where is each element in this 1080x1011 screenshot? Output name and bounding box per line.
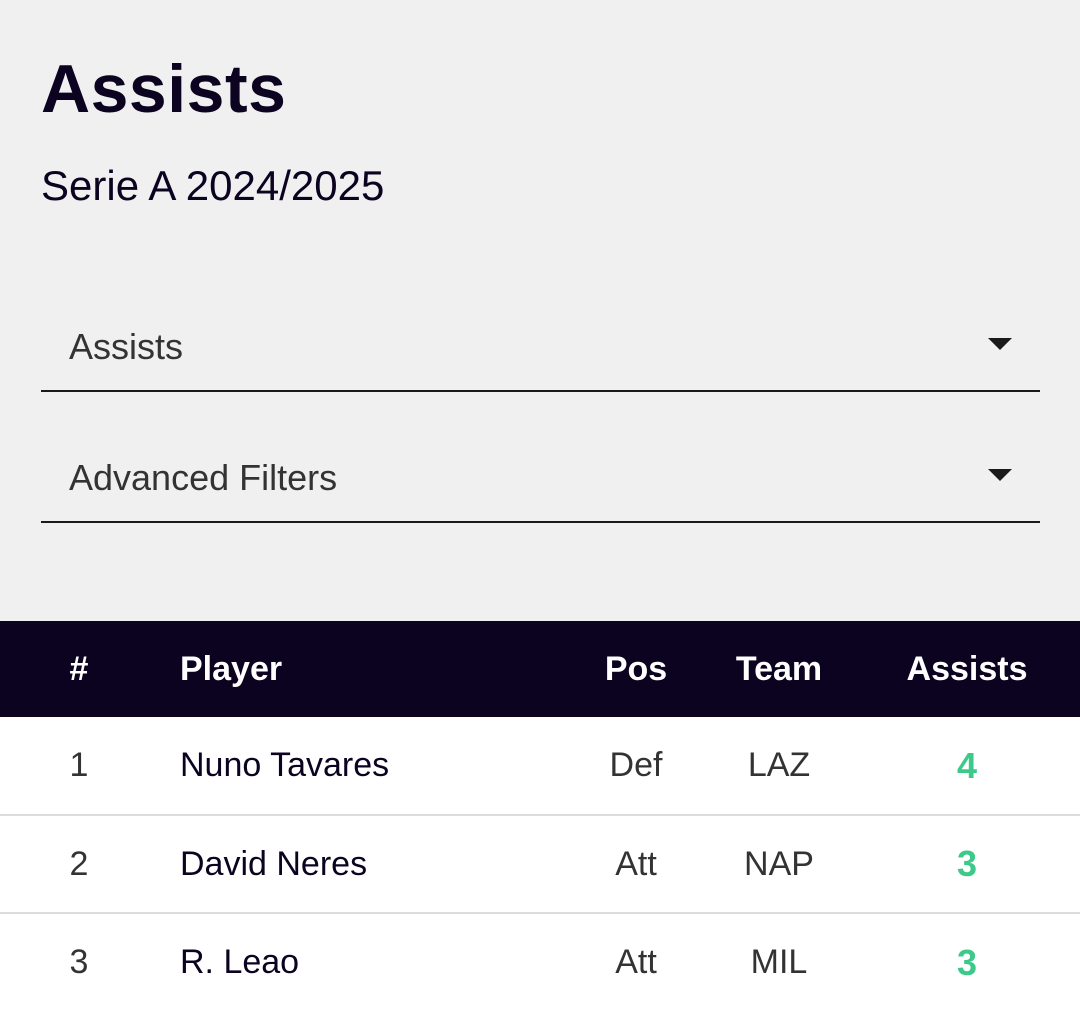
table-row[interactable]: 3 R. Leao Att MIL 3: [0, 913, 1080, 1011]
stat-type-select-label: Assists: [69, 326, 184, 367]
column-header-assists[interactable]: Assists: [906, 649, 1028, 688]
assists-value-cell: 3: [956, 941, 978, 983]
column-header-position[interactable]: Pos: [604, 649, 668, 688]
team-cell: MIL: [750, 943, 808, 981]
assists-table: # Player Pos Team Assists 1 Nuno Tavares…: [0, 621, 1080, 1011]
assists-value-cell: 3: [956, 843, 978, 884]
table-row[interactable]: 2 David Neres Att NAP 3: [0, 815, 1080, 913]
assists-value-cell: 4: [956, 744, 978, 786]
position-cell: Att: [615, 844, 657, 883]
player-name-cell[interactable]: David Neres: [180, 844, 368, 883]
chevron-down-icon: [988, 338, 1012, 350]
chevron-down-icon: [988, 469, 1012, 481]
column-header-team[interactable]: Team: [735, 649, 823, 688]
column-header-player[interactable]: Player: [180, 649, 283, 688]
team-cell: NAP: [744, 844, 814, 883]
competition-subtitle: Serie A 2024/2025: [41, 162, 385, 209]
rank-cell: 2: [69, 844, 89, 883]
column-header-rank[interactable]: #: [69, 649, 89, 688]
player-name-cell[interactable]: R. Leao: [180, 943, 300, 981]
position-cell: Att: [615, 943, 657, 981]
rank-cell: 1: [69, 746, 89, 784]
advanced-filters-select[interactable]: Advanced Filters: [41, 447, 1040, 523]
table-row[interactable]: 1 Nuno Tavares Def LAZ 4: [0, 717, 1080, 815]
stats-header-panel: Assists Serie A 2024/2025 Assists Advanc…: [0, 0, 1080, 621]
advanced-filters-label: Advanced Filters: [69, 457, 338, 498]
stat-type-select[interactable]: Assists: [41, 316, 1040, 392]
rank-cell: 3: [69, 943, 89, 981]
team-cell: LAZ: [747, 746, 811, 784]
player-name-cell[interactable]: Nuno Tavares: [180, 746, 390, 784]
position-cell: Def: [609, 746, 663, 784]
table-header-row: # Player Pos Team Assists: [0, 621, 1080, 717]
page-title: Assists: [41, 51, 287, 127]
